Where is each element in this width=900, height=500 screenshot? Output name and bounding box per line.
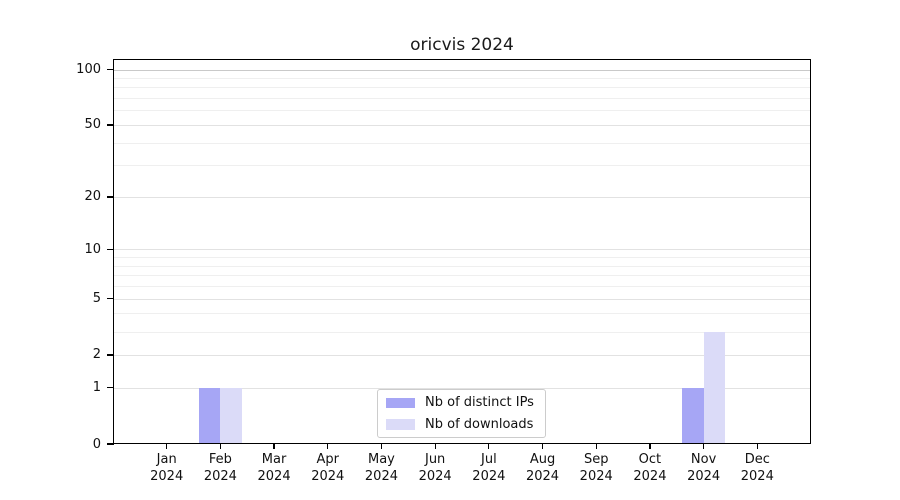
x-tick-year: 2024 [740,469,774,484]
y-tick-2 [107,354,114,356]
gridline-minor-40 [113,142,811,144]
gridline-minor-8 [113,265,811,267]
x-tick-month: Aug [529,452,556,467]
gridline-minor-6 [113,286,811,288]
y-tick-0 [107,443,114,445]
x-tick-month: Jun [424,452,446,467]
x-tick-year: 2024 [633,469,667,484]
x-tick-month: Nov [690,452,717,467]
x-tick-jul-2024 [488,444,490,449]
chart-title: oricvis 2024 [410,35,514,55]
x-tick-month: Dec [744,452,770,467]
x-tick-year: 2024 [364,469,398,484]
y-tick-label-1: 1 [92,380,101,396]
bar-nb-of-downloads-feb-2024 [220,387,242,444]
x-tick-month: Oct [638,452,662,467]
x-tick-year: 2024 [257,469,291,484]
x-tick-oct-2024 [649,444,651,449]
x-tick-year: 2024 [687,469,721,484]
legend-label-downloads: Nb of downloads [425,416,534,432]
gridline-10 [113,249,811,251]
bar-nb-of-downloads-nov-2024 [703,331,726,444]
x-tick-year: 2024 [579,469,613,484]
x-tick-month: May [368,452,395,467]
x-tick-apr-2024 [327,444,329,449]
x-tick-year: 2024 [203,469,237,484]
x-tick-label-oct-2024: Oct 2024 [618,451,682,485]
gridline-minor-3 [113,331,811,333]
plot-area [113,59,811,444]
y-tick-100 [107,68,114,71]
gridline-20 [113,196,811,198]
x-tick-jan-2024 [166,444,168,449]
x-tick-year: 2024 [472,469,506,484]
y-tick-label-2: 2 [92,347,101,363]
x-tick-label-jul-2024: Jul 2024 [457,451,521,485]
x-tick-label-apr-2024: Apr 2024 [296,451,360,485]
gridline-minor-70 [113,98,811,100]
x-tick-label-jan-2024: Jan 2024 [135,451,199,485]
bar-nb-of-distinct-ips-nov-2024 [682,387,704,444]
y-tick-20 [107,196,114,198]
x-tick-year: 2024 [311,469,345,484]
gridline-minor-30 [113,165,811,167]
gridline-minor-7 [113,275,811,277]
x-tick-month: Jan [156,452,177,467]
x-tick-month: Jul [481,452,497,467]
x-tick-may-2024 [380,444,383,449]
y-tick-label-10: 10 [84,241,101,257]
legend: Nb of distinct IPs Nb of downloads [377,389,546,438]
gridline-100 [113,69,811,71]
gridline-minor-60 [113,110,811,112]
x-tick-label-feb-2024: Feb 2024 [188,451,252,485]
y-tick-label-0: 0 [92,436,101,452]
x-tick-label-jun-2024: Jun 2024 [403,451,467,485]
legend-swatch-downloads [386,419,415,430]
y-tick-label-100: 100 [76,62,101,78]
gridline-minor-90 [113,77,811,79]
y-tick-5 [107,297,114,300]
y-tick-label-20: 20 [84,189,101,205]
x-tick-month: Mar [261,452,287,467]
bar-nb-of-distinct-ips-feb-2024 [198,387,221,444]
x-tick-label-nov-2024: Nov 2024 [672,451,736,485]
x-tick-year: 2024 [150,469,184,484]
gridline-2 [113,354,811,356]
x-tick-sep-2024 [595,444,597,449]
x-tick-mar-2024 [273,444,275,449]
x-tick-label-dec-2024: Dec 2024 [725,451,789,485]
x-tick-feb-2024 [219,444,222,449]
x-tick-year: 2024 [525,469,560,484]
y-tick-label-5: 5 [92,291,101,307]
legend-item-downloads: Nb of downloads [386,416,537,434]
x-tick-year: 2024 [418,469,452,484]
y-tick-label-50: 50 [84,117,101,133]
y-tick-1 [107,387,114,389]
gridline-1 [113,387,811,389]
legend-label-distinct-ips: Nb of distinct IPs [425,395,534,411]
x-tick-jun-2024 [434,444,436,449]
x-tick-month: Feb [208,452,232,467]
legend-swatch-distinct-ips [386,397,415,408]
y-tick-50 [107,124,114,126]
axes-spines [113,59,811,444]
x-tick-label-mar-2024: Mar 2024 [242,451,306,485]
x-tick-aug-2024 [541,444,544,449]
x-tick-label-sep-2024: Sep 2024 [564,451,628,485]
x-tick-month: Sep [583,452,609,467]
gridline-50 [113,124,811,126]
x-tick-dec-2024 [756,444,758,449]
x-tick-label-may-2024: May 2024 [349,451,413,485]
gridline-minor-4 [113,313,811,315]
gridline-minor-80 [113,87,811,89]
y-tick-10 [107,248,114,251]
gridline-minor-9 [113,257,811,259]
x-tick-label-aug-2024: Aug 2024 [511,451,575,485]
legend-item-distinct-ips: Nb of distinct IPs [386,394,537,412]
x-tick-month: Apr [316,452,340,467]
gridline-5 [113,298,811,300]
x-tick-nov-2024 [702,444,705,449]
